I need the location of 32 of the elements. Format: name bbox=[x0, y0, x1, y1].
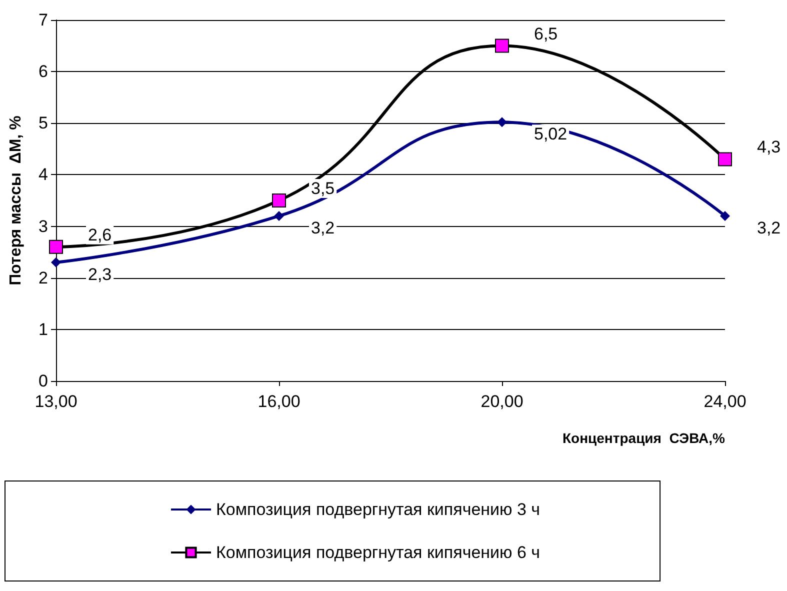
point bbox=[720, 210, 730, 221]
point bbox=[51, 257, 61, 268]
data-label: 3,5 bbox=[311, 179, 335, 198]
y-tick-label: 0 bbox=[38, 372, 48, 390]
data-label: 4,3 bbox=[757, 138, 781, 157]
y-tick-label: 5 bbox=[38, 114, 48, 133]
data-label: 6,5 bbox=[534, 24, 558, 44]
legend-label: Композиция подвергнутая кипячению 6 ч bbox=[216, 543, 540, 562]
data-label: 3,2 bbox=[311, 218, 335, 238]
y-tick-label: 4 bbox=[38, 165, 48, 184]
y-axis-title: Потеря массы ΔM, % bbox=[8, 116, 24, 286]
x-tick-label: 20,00 bbox=[480, 392, 524, 411]
data-label: 3,2 bbox=[757, 218, 781, 238]
point bbox=[272, 194, 286, 208]
y-tick-label: 3 bbox=[38, 216, 48, 236]
x-tick-label: 13,00 bbox=[34, 392, 78, 411]
y-tick-label: 6 bbox=[38, 62, 48, 82]
x-tick-label: 24,00 bbox=[704, 392, 746, 411]
y-tick-label: 2 bbox=[38, 268, 48, 288]
point bbox=[495, 38, 509, 53]
data-label: 2,6 bbox=[88, 225, 112, 244]
y-tick-label: 1 bbox=[38, 320, 48, 339]
x-axis-title: Концентрация СЭВА,% bbox=[562, 430, 726, 446]
data-label: 2,3 bbox=[88, 264, 112, 284]
data-label: 5,02 bbox=[534, 124, 568, 144]
y-tick-label: 7 bbox=[38, 10, 48, 30]
point bbox=[497, 117, 507, 128]
legend-label: Композиция подвергнутая кипячению 3 ч bbox=[216, 500, 540, 519]
point bbox=[274, 210, 284, 221]
point bbox=[49, 240, 63, 254]
point bbox=[718, 152, 732, 166]
x-tick-label: 16,00 bbox=[258, 392, 300, 411]
